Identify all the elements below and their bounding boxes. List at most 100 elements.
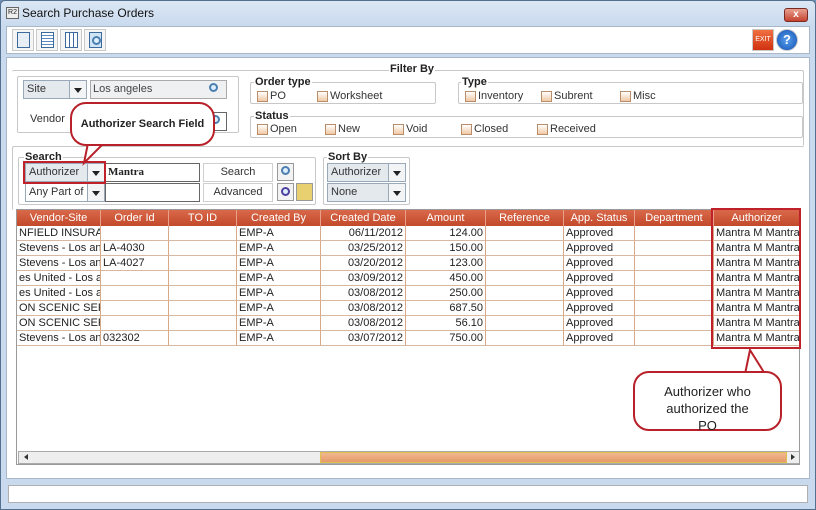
table-cell[interactable] <box>635 241 714 256</box>
table-cell[interactable]: EMP-A <box>237 256 321 271</box>
scroll-left-icon[interactable] <box>21 454 28 460</box>
table-cell[interactable] <box>635 271 714 286</box>
table-cell[interactable]: 032302 <box>101 331 169 346</box>
table-cell[interactable]: Approved <box>564 301 635 316</box>
table-cell[interactable]: NFIELD INSURA... <box>17 226 101 241</box>
match-type-select[interactable]: Any Part of ... <box>25 183 105 202</box>
table-cell[interactable]: Mantra M Mantra <box>714 287 800 301</box>
table-cell[interactable]: Mantra M Mantra <box>714 332 800 346</box>
table-cell[interactable]: 124.00 <box>406 226 486 241</box>
table-cell[interactable]: 687.50 <box>406 301 486 316</box>
table-cell[interactable] <box>635 286 714 301</box>
table-cell[interactable] <box>486 271 564 286</box>
table-cell[interactable] <box>169 256 237 271</box>
table-cell[interactable]: 03/08/2012 <box>321 286 406 301</box>
table-cell[interactable] <box>486 226 564 241</box>
document-icon[interactable] <box>36 29 58 51</box>
table-cell[interactable] <box>486 286 564 301</box>
table-cell[interactable]: Approved <box>564 316 635 331</box>
table-cell[interactable]: 250.00 <box>406 286 486 301</box>
column-header-to-id[interactable]: TO ID <box>169 210 237 226</box>
table-cell[interactable] <box>169 316 237 331</box>
table-cell[interactable] <box>486 301 564 316</box>
column-header-created-by[interactable]: Created By <box>237 210 321 226</box>
table-cell[interactable] <box>169 226 237 241</box>
table-cell[interactable]: 03/25/2012 <box>321 241 406 256</box>
column-header-authorizer[interactable]: Authorizer <box>714 210 799 226</box>
table-cell[interactable] <box>101 226 169 241</box>
table-cell[interactable]: es United - Los a... <box>17 286 101 301</box>
table-cell[interactable] <box>486 256 564 271</box>
checkbox-po[interactable]: PO <box>257 90 286 102</box>
table-cell[interactable]: 750.00 <box>406 331 486 346</box>
table-cell[interactable]: 123.00 <box>406 256 486 271</box>
column-header-created-date[interactable]: Created Date <box>321 210 406 226</box>
new-window-icon[interactable] <box>12 29 34 51</box>
table-cell[interactable]: ON SCENIC SER... <box>17 316 101 331</box>
table-cell[interactable] <box>486 241 564 256</box>
search-button[interactable]: Search <box>203 163 273 182</box>
advanced-button[interactable]: Advanced <box>203 183 273 202</box>
horizontal-scrollbar[interactable] <box>18 451 799 464</box>
table-cell[interactable] <box>169 301 237 316</box>
table-cell[interactable]: Stevens - Los an... <box>17 241 101 256</box>
table-cell[interactable] <box>101 316 169 331</box>
table-cell[interactable]: Mantra M Mantra <box>714 242 800 256</box>
close-button[interactable]: x <box>784 8 808 22</box>
table-cell[interactable]: Mantra M Mantra <box>714 272 800 286</box>
checkbox-inventory[interactable]: Inventory <box>465 90 523 102</box>
table-cell[interactable]: 03/08/2012 <box>321 316 406 331</box>
table-cell[interactable]: 03/07/2012 <box>321 331 406 346</box>
checkbox-worksheet[interactable]: Worksheet <box>317 90 382 102</box>
table-cell[interactable]: Mantra M Mantra <box>714 302 800 316</box>
table-cell[interactable]: 450.00 <box>406 271 486 286</box>
table-cell[interactable]: ON SCENIC SER... <box>17 301 101 316</box>
table-cell[interactable]: EMP-A <box>237 301 321 316</box>
table-cell[interactable]: 06/11/2012 <box>321 226 406 241</box>
table-cell[interactable]: Approved <box>564 331 635 346</box>
scrollbar-thumb[interactable] <box>320 452 787 463</box>
table-cell[interactable]: 150.00 <box>406 241 486 256</box>
table-cell[interactable]: LA-4030 <box>101 241 169 256</box>
table-cell[interactable]: Approved <box>564 286 635 301</box>
table-cell[interactable]: Mantra M Mantra <box>714 227 800 241</box>
table-cell[interactable]: Approved <box>564 271 635 286</box>
search-document-icon[interactable] <box>84 29 106 51</box>
help-button[interactable]: ? <box>776 29 798 51</box>
checkbox-new[interactable]: New <box>325 123 360 135</box>
scroll-right-icon[interactable] <box>791 454 798 460</box>
table-cell[interactable]: EMP-A <box>237 271 321 286</box>
site-select[interactable]: Site <box>23 80 87 99</box>
table-cell[interactable] <box>101 286 169 301</box>
export-icon[interactable] <box>296 183 313 201</box>
table-cell[interactable]: LA-4027 <box>101 256 169 271</box>
table-cell[interactable] <box>635 301 714 316</box>
column-header-department[interactable]: Department <box>635 210 714 226</box>
table-cell[interactable]: EMP-A <box>237 241 321 256</box>
checkbox-void[interactable]: Void <box>393 123 427 135</box>
site-input[interactable]: Los angeles <box>90 80 227 99</box>
exit-button[interactable]: EXIT <box>752 29 774 51</box>
checkbox-misc[interactable]: Misc <box>620 90 656 102</box>
table-cell[interactable]: EMP-A <box>237 286 321 301</box>
table-cell[interactable]: EMP-A <box>237 316 321 331</box>
column-header-app-status[interactable]: App. Status <box>564 210 635 226</box>
search-field-select[interactable]: Authorizer <box>25 163 105 182</box>
table-cell[interactable]: Mantra M Mantra <box>714 317 800 331</box>
checkbox-closed[interactable]: Closed <box>461 123 508 135</box>
checkbox-open[interactable]: Open <box>257 123 297 135</box>
checkbox-received[interactable]: Received <box>537 123 596 135</box>
table-cell[interactable] <box>635 226 714 241</box>
table-cell[interactable]: EMP-A <box>237 226 321 241</box>
table-cell[interactable] <box>169 286 237 301</box>
table-cell[interactable]: es United - Los a... <box>17 271 101 286</box>
checkbox-subrent[interactable]: Subrent <box>541 90 593 102</box>
table-cell[interactable]: 56.10 <box>406 316 486 331</box>
table-cell[interactable]: Approved <box>564 256 635 271</box>
table-cell[interactable] <box>169 241 237 256</box>
search-input[interactable]: Mantra <box>105 163 200 182</box>
table-cell[interactable]: 03/08/2012 <box>321 301 406 316</box>
column-header-order-id[interactable]: Order Id <box>101 210 169 226</box>
table-cell[interactable]: Approved <box>564 226 635 241</box>
table-cell[interactable] <box>635 331 714 346</box>
